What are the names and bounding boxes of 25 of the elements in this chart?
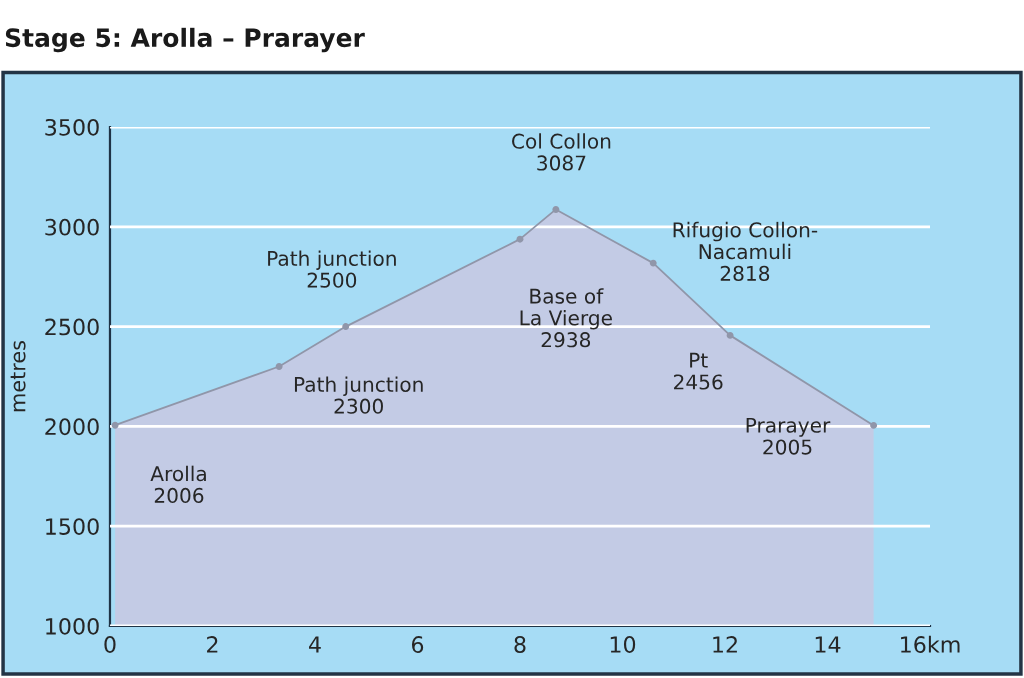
annotation: Path junction 2300 bbox=[294, 376, 423, 414]
y-tick-label: 1500 bbox=[46, 518, 99, 535]
y-axis-title: metres bbox=[10, 340, 26, 412]
y-tick-label: 3500 bbox=[45, 118, 99, 136]
annotation: Pt 2456 bbox=[674, 352, 723, 390]
annotation: Col Collon 3087 bbox=[512, 133, 611, 171]
annotation: Prarayer 2005 bbox=[746, 417, 831, 455]
x-tick-label: 6 bbox=[411, 636, 424, 653]
x-tick-label: 10 bbox=[610, 636, 636, 653]
x-tick-label: 16km bbox=[901, 635, 960, 653]
x-tick-label: 2 bbox=[207, 636, 218, 653]
x-tick-label: 0 bbox=[104, 636, 116, 653]
x-tick-label: 12 bbox=[713, 636, 737, 653]
chart-title: Stage 5: Arolla – Prarayer bbox=[5, 27, 365, 53]
y-tick-label: 1000 bbox=[46, 617, 99, 635]
annotation: Base of La Vierge 2938 bbox=[520, 288, 612, 348]
x-tick-label: 14 bbox=[815, 636, 841, 653]
annotation: Arolla 2006 bbox=[150, 465, 206, 504]
annotation: Path junction 2500 bbox=[268, 250, 396, 288]
annotation: Rifugio Collon- Nacamuli 2818 bbox=[673, 221, 818, 282]
x-tick-label: 8 bbox=[514, 636, 526, 653]
y-tick-label: 3000 bbox=[45, 218, 99, 236]
y-tick-label: 2000 bbox=[45, 418, 99, 436]
y-tick-label: 2500 bbox=[45, 318, 99, 336]
x-tick-label: 4 bbox=[309, 636, 321, 653]
